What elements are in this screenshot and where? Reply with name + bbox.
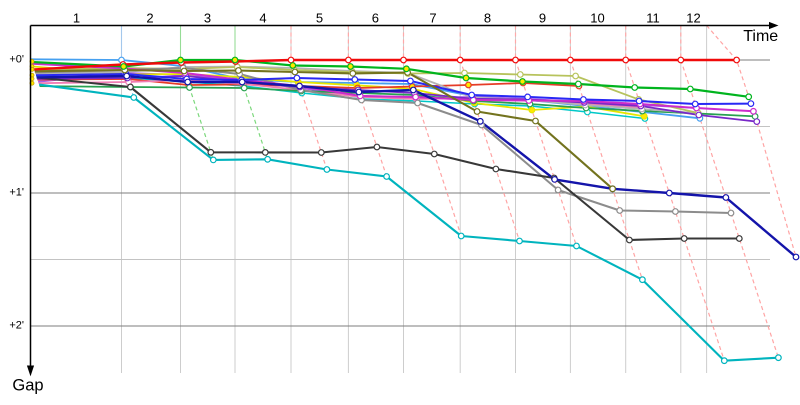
svg-text:3: 3	[204, 10, 211, 25]
svg-text:4: 4	[259, 10, 266, 25]
svg-text:8: 8	[484, 10, 491, 25]
svg-text:2: 2	[146, 10, 153, 25]
svg-text:6: 6	[372, 10, 379, 25]
svg-text:5: 5	[316, 10, 323, 25]
svg-text:10: 10	[590, 10, 604, 25]
svg-text:Gap: Gap	[12, 376, 43, 394]
svg-text:+0': +0'	[9, 54, 24, 66]
svg-text:11: 11	[646, 10, 660, 25]
svg-text:9: 9	[539, 10, 546, 25]
svg-text:Time: Time	[743, 28, 778, 45]
svg-text:7: 7	[429, 10, 436, 25]
svg-text:+1': +1'	[9, 187, 24, 199]
svg-text:12: 12	[686, 10, 700, 25]
svg-text:+2': +2'	[9, 320, 24, 332]
svg-text:1: 1	[73, 10, 80, 25]
